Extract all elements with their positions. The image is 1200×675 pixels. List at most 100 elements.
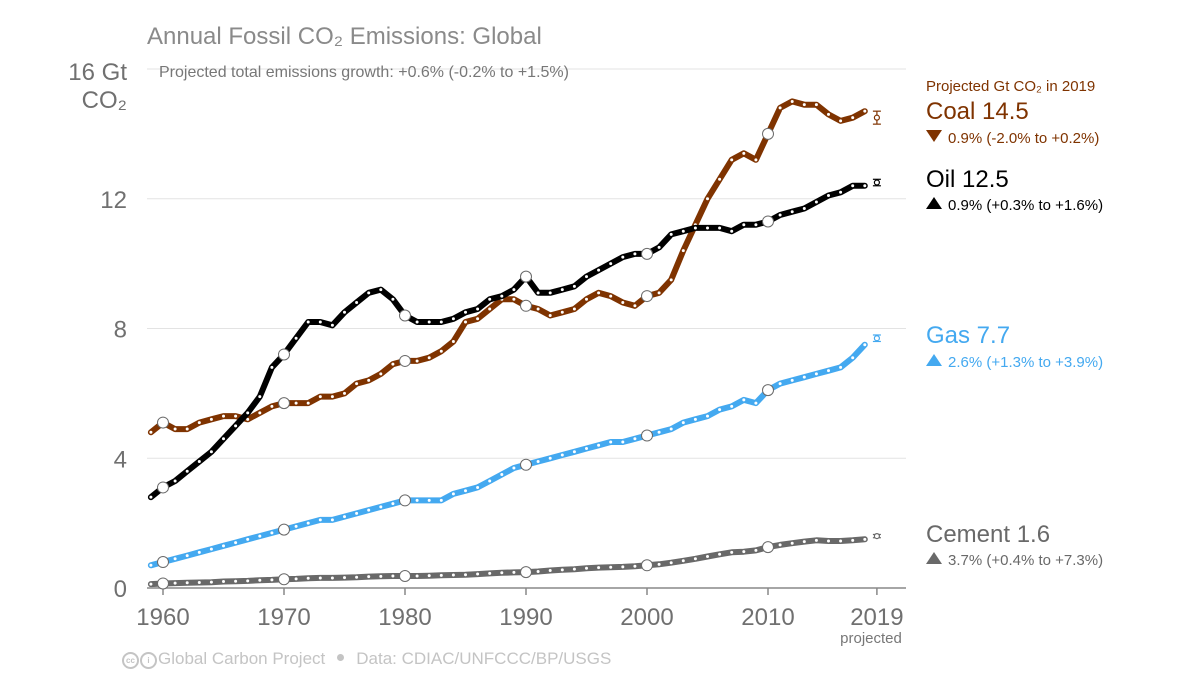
coal-point [778,106,782,110]
cement-projection-point [873,532,881,540]
coal-change-text: 0.9% (-2.0% to +0.2%) [948,130,1100,147]
oil-point [536,291,540,295]
cement-point [306,576,310,580]
coal-point [621,301,625,305]
coal-point [246,417,250,421]
cement-value-label: Cement 1.6 [926,521,1051,548]
oil-point [621,255,625,259]
oil-point [778,213,782,217]
gas-point [222,544,225,548]
gas-point [633,437,637,441]
cement-point [718,552,722,556]
cement-decade-marker [157,577,169,590]
coal-point [633,304,637,308]
coal-point [222,414,225,418]
cement-change-text: 3.7% (+0.4% to +7.3%) [948,552,1104,569]
gas-point [209,547,213,551]
cement-line [147,536,868,588]
oil-point [512,288,516,292]
gas-point [790,378,794,382]
gas-decade-marker [762,384,774,397]
coal-point [330,395,334,399]
coal-point [851,116,855,120]
coal-series [147,98,868,436]
gas-point [814,372,818,376]
coal-point [657,291,661,295]
gas-line [147,341,868,569]
gas-point [318,518,322,522]
coal-point [718,177,722,181]
gas-point [742,398,746,402]
cement-point [536,569,540,573]
cement-point [270,578,274,582]
gas-decade-marker [520,458,532,471]
x-tick-label: 1970 [257,604,310,631]
coal-point [790,99,794,103]
coal-point [681,249,685,253]
oil-point [633,252,637,256]
gas-value-label: Gas 7.7 [926,322,1011,349]
oil-point [294,336,298,340]
gas-point [730,404,734,408]
gas-change-text: 2.6% (+1.3% to +3.9%) [948,354,1104,371]
cement-projection [872,532,881,540]
oil-point [318,320,322,324]
oil-point [827,194,830,198]
y-axis-unit: 16 Gt [68,59,127,86]
cement-decade-marker [762,541,774,554]
series-layer [147,98,868,590]
coal-point [585,297,588,301]
gas-point [415,498,419,502]
cement-point [355,575,359,579]
cement-point [669,561,673,565]
creative-commons-icon: cc [122,652,139,669]
oil-point [427,320,431,324]
coal-point [597,291,601,295]
cement-point [585,566,588,570]
cement-point [391,574,395,578]
oil-point [560,288,564,292]
gas-point [681,421,685,425]
gas-point [185,554,189,558]
cement-point [512,570,516,574]
projection-header: Projected Gt CO₂ in 2019 [926,78,1096,95]
cement-point [343,576,346,580]
footer-data-source: Data: CDIAC/UNFCCC/BP/USGS [356,649,612,668]
cement-point [851,538,855,542]
cement-point [827,539,830,543]
coal-point [391,362,395,366]
cement-point [427,574,431,578]
gas-point [706,414,709,418]
cement-point [609,565,613,569]
gas-point [512,466,516,470]
oil-point [863,184,867,188]
coal-point [318,395,322,399]
oil-point [754,223,758,227]
cement-point [657,562,661,566]
oil-decade-marker [641,247,653,260]
oil-point [343,310,346,314]
gas-series [147,341,868,569]
gas-point [778,382,782,386]
gas-change: 2.6% (+1.3% to +3.9%) [926,354,1103,371]
cement-point [548,568,552,572]
gas-decade-marker [157,556,169,569]
cement-point [464,573,467,577]
gas-point [839,365,843,369]
coal-point [258,411,262,415]
coal-point [197,421,201,425]
gas-point [851,356,855,360]
coal-point [355,382,359,386]
gas-point [451,492,455,496]
oil-point [391,297,395,301]
gas-point [367,508,371,512]
coal-point [706,197,709,201]
oil-projection-point [873,179,881,186]
coal-point [730,158,734,162]
gas-point [427,498,431,502]
cement-point [560,568,564,572]
cement-point [814,538,818,542]
coal-point [173,427,177,431]
coal-change: 0.9% (-2.0% to +0.2%) [926,130,1099,147]
cement-point [209,580,213,584]
